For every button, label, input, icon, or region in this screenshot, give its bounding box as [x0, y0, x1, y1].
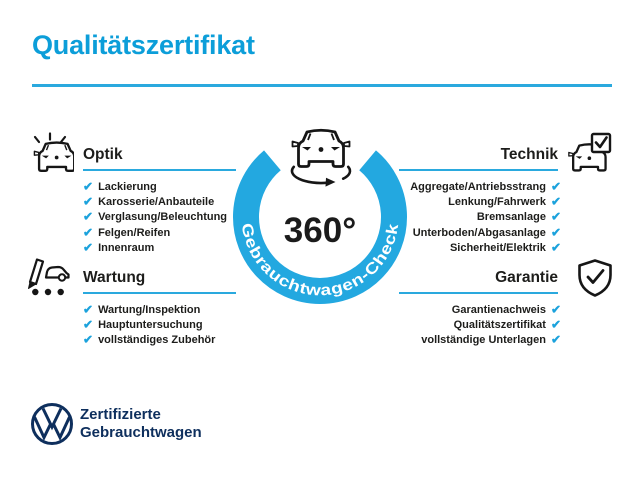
brand-wordmark: Zertifizierte Gebrauchtwagen	[80, 406, 202, 441]
checklist-item-label: Garantienachweis	[451, 303, 546, 316]
title-divider	[32, 84, 612, 87]
checklist-item: ✔ Qualitätszertifikat	[454, 317, 561, 332]
checklist-item-label: Innenraum	[98, 242, 155, 255]
checklist-item-label: Qualitätszertifikat	[453, 319, 546, 332]
checklist-item: ✔ Wartung/Inspektion	[83, 302, 200, 317]
checklist-item-label: vollständiges Zubehör	[98, 334, 216, 347]
checklist-item: ✔ Lenkung/Fahrwerk	[448, 194, 561, 209]
check-icon: ✔	[83, 179, 94, 194]
checklist-technik: ✔ Aggregate/Antriebsstrang ✔ Lenkung/Fahrwe…	[399, 179, 561, 256]
checklist-item: ✔ Bremsanlage	[477, 210, 561, 225]
car-rotate-icon	[290, 128, 352, 187]
check-icon: ✔	[83, 194, 94, 209]
section-title-garantie: Garantie	[399, 269, 558, 294]
section-title-wartung: Wartung	[83, 269, 236, 294]
checklist-item-label: Wartung/Inspektion	[98, 303, 201, 316]
vw-logo	[31, 403, 73, 445]
check-icon: ✔	[550, 209, 561, 224]
checklist-item-label: Felgen/Reifen	[98, 226, 171, 239]
check-icon: ✔	[83, 302, 94, 317]
checklist-item-label: Karosserie/Anbauteile	[98, 196, 215, 209]
checklist-item: ✔ Verglasung/Beleuchtung	[83, 210, 227, 225]
section-title-technik: Technik	[399, 146, 558, 171]
checklist-item-label: Aggregate/Antriebsstrang	[410, 180, 546, 193]
brand-line2: Gebrauchtwagen	[80, 423, 202, 441]
shield-check-icon	[578, 259, 612, 297]
checklist-item-label: Sicherheit/Elektrik	[449, 242, 546, 255]
checklist-garantie: ✔ Garantienachweis ✔ Qualitätszertifikat ✔ vo…	[399, 302, 561, 348]
checklist-item: ✔ Unterboden/Abgasanlage	[413, 225, 561, 240]
car-shine-icon	[33, 132, 74, 172]
section-title-optik: Optik	[83, 146, 236, 171]
checklist-item-label: Bremsanlage	[476, 211, 546, 224]
check-icon: ✔	[550, 179, 561, 194]
ring-arc	[233, 150, 407, 304]
check-icon: ✔	[550, 302, 561, 317]
checklist-item: ✔ Hauptuntersuchung	[83, 317, 203, 332]
checklist-wartung: ✔ Wartung/Inspektion ✔ Hauptuntersuchung ✔ vo…	[83, 302, 253, 348]
check-icon: ✔	[550, 332, 561, 347]
check-icon: ✔	[83, 240, 94, 255]
checklist-item-label: vollständige Unterlagen	[421, 334, 546, 347]
checklist-item: ✔ Innenraum	[83, 241, 154, 256]
car-checkbox-icon	[568, 132, 612, 172]
360-check-badge: Gebrauchtwagen-Check 360°	[233, 128, 407, 304]
checklist-item-label: Hauptuntersuchung	[98, 319, 203, 332]
service-checklist-icon	[28, 258, 70, 296]
checklist-item: ✔ Garantienachweis	[452, 302, 561, 317]
checklist-optik: ✔ Lackierung ✔ Karosserie/Anbauteile ✔ Vergla…	[83, 179, 253, 256]
page-title: Qualitätszertifikat	[32, 30, 255, 60]
checklist-item: ✔ Karosserie/Anbauteile	[83, 194, 214, 209]
check-icon: ✔	[550, 194, 561, 209]
check-icon: ✔	[83, 317, 94, 332]
checklist-item: ✔ Felgen/Reifen	[83, 225, 170, 240]
check-icon: ✔	[550, 240, 561, 255]
check-icon: ✔	[83, 225, 94, 240]
brand-line1: Zertifizierte	[80, 406, 161, 423]
checklist-item-label: Lackierung	[98, 180, 157, 193]
checklist-item-label: Verglasung/Beleuchtung	[98, 211, 228, 224]
check-icon: ✔	[550, 225, 561, 240]
checklist-item: ✔ Sicherheit/Elektrik	[450, 241, 561, 256]
degree-label: 360°	[284, 211, 356, 250]
checklist-item: ✔ Aggregate/Antriebsstrang	[410, 179, 561, 194]
check-icon: ✔	[550, 317, 561, 332]
checklist-item: ✔ vollständige Unterlagen	[421, 333, 561, 348]
check-icon: ✔	[83, 209, 94, 224]
checklist-item-label: Lenkung/Fahrwerk	[448, 196, 546, 209]
checklist-item: ✔ vollständiges Zubehör	[83, 333, 215, 348]
check-icon: ✔	[83, 332, 94, 347]
checklist-item-label: Unterboden/Abgasanlage	[412, 226, 546, 239]
checklist-item: ✔ Lackierung	[83, 179, 157, 194]
